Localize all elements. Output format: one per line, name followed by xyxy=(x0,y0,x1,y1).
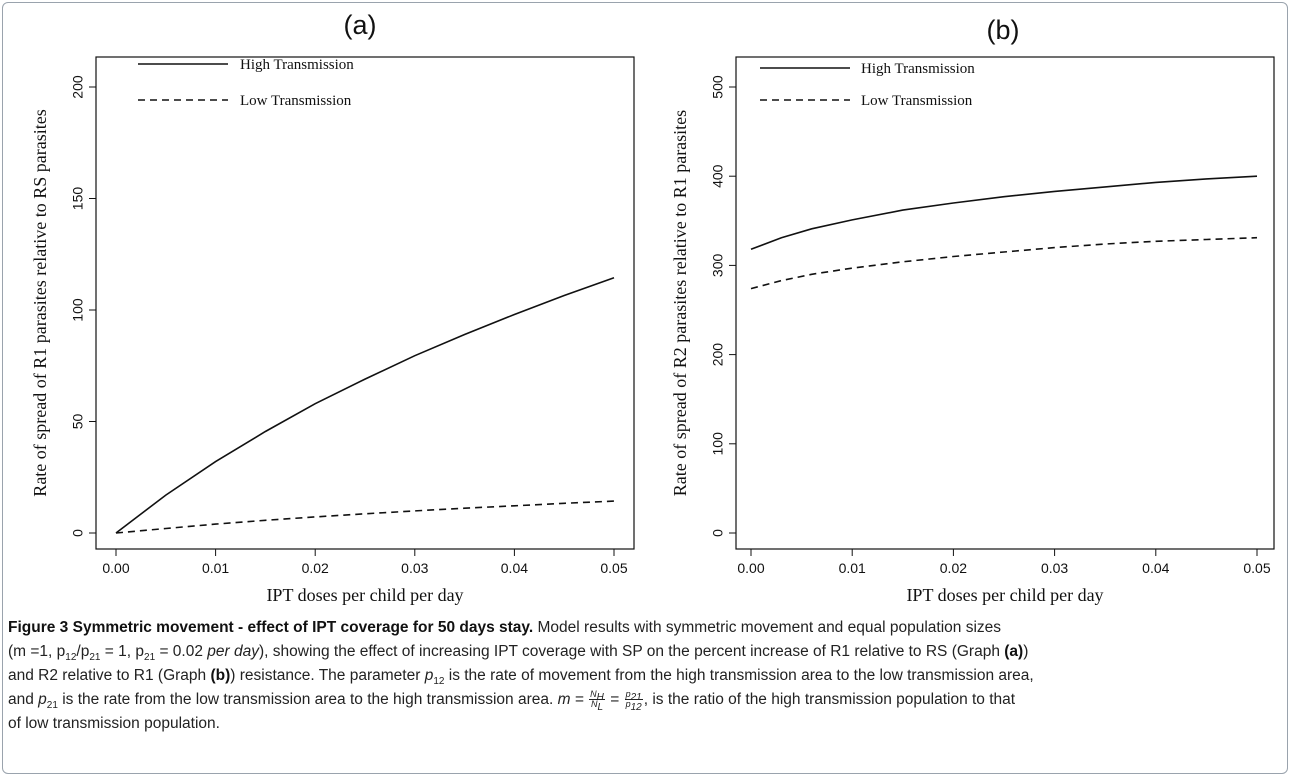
y-tick-label: 100 xyxy=(710,432,726,456)
caption-text: and R2 relative to R1 (Graph xyxy=(8,667,211,684)
caption-line-2: (m =1, p12/p21 = 1, p21 = 0.02 per day),… xyxy=(8,640,1276,664)
frac-num: N xyxy=(590,689,597,700)
caption-line-5: of low transmission population. xyxy=(8,712,1276,736)
x-tick-label: 0.00 xyxy=(102,560,129,576)
x-tick-label: 0.02 xyxy=(302,560,329,576)
plot-area xyxy=(95,56,635,550)
caption-text: of low transmission population. xyxy=(8,715,220,732)
series-line-high-transmission xyxy=(750,175,1258,251)
y-tick-label: 150 xyxy=(70,187,86,211)
caption-fraction-p: p21 p12 xyxy=(624,689,643,713)
x-tick-label: 0.03 xyxy=(1041,560,1068,576)
legend-label: High Transmission xyxy=(240,57,354,73)
legend-label: Low Transmission xyxy=(240,93,352,109)
caption-line-4: and p21 is the rate from the low transmi… xyxy=(8,688,1276,713)
chart-panel-a: (a) 0 50 100 150 200 0.00 0.01 0.02 0.03 0.04 0.05 I… xyxy=(30,10,635,605)
x-tick-label: 0.02 xyxy=(940,560,967,576)
x-tick-label: 0.01 xyxy=(839,560,866,576)
caption-text: = 0.02 xyxy=(155,643,208,660)
caption-label: Figure 3 xyxy=(8,619,69,636)
caption-text: /p xyxy=(76,643,90,660)
legend: High Transmission Low Transmission xyxy=(138,57,354,109)
x-axis-label: IPT doses per child per day xyxy=(906,585,1103,605)
y-axis-label: Rate of spread of R2 parasites relative … xyxy=(670,110,690,496)
figure-plots: (a) 0 50 100 150 200 0.00 0.01 0.02 0.03 0.04 0.05 I… xyxy=(30,10,1275,605)
y-tick-label: 400 xyxy=(710,164,726,188)
frac-den: N xyxy=(591,699,598,710)
panel-label: (a) xyxy=(344,10,377,40)
caption-symbol: p xyxy=(424,667,434,684)
x-tick-label: 0.04 xyxy=(1142,560,1169,576)
series-line-high-transmission xyxy=(115,276,615,534)
y-tick-label: 0 xyxy=(710,529,726,537)
y-tick-label: 200 xyxy=(70,75,86,99)
x-tick-label: 0.04 xyxy=(501,560,528,576)
x-tick-label: 0.05 xyxy=(1243,560,1270,576)
y-tick-label: 100 xyxy=(70,298,86,322)
y-axis-label: Rate of spread of R1 parasites relative … xyxy=(30,109,50,496)
legend-label: High Transmission xyxy=(861,61,975,77)
caption-line-3: and R2 relative to R1 (Graph (b)) resist… xyxy=(8,664,1276,688)
frac-sub: H xyxy=(596,692,604,704)
chart-panel-b: (b) 0 100 200 300 400 500 0.00 0.01 0.02 0.03 0.04 0… xyxy=(670,15,1275,605)
caption-text: ), showing the effect of increasing IPT … xyxy=(258,643,1005,660)
frac-sub: L xyxy=(597,702,604,714)
caption-text: and xyxy=(8,691,39,708)
caption-symbol: m = xyxy=(557,691,589,708)
x-tick-label: 0.01 xyxy=(202,560,229,576)
caption-sub: 21 xyxy=(89,652,101,664)
legend-label: Low Transmission xyxy=(861,93,973,109)
caption-graph-ref: (a) xyxy=(1004,643,1024,660)
caption-sub: 21 xyxy=(46,700,58,712)
frac-den: p xyxy=(625,699,631,710)
caption-text: , xyxy=(643,691,649,708)
caption-text: is the rate of movement from the high tr… xyxy=(444,667,1034,684)
caption-title: Symmetric movement - effect of IPT cover… xyxy=(72,619,534,636)
caption-sub: 12 xyxy=(65,652,77,664)
y-tick-label: 0 xyxy=(70,529,86,537)
figure-caption: Figure 3 Symmetric movement - effect of … xyxy=(8,616,1276,736)
caption-symbol: p xyxy=(38,691,47,708)
legend: High Transmission Low Transmission xyxy=(760,61,975,109)
caption-text: = xyxy=(605,691,624,708)
y-tick-label: 500 xyxy=(710,75,726,99)
x-axis-label: IPT doses per child per day xyxy=(266,585,463,605)
frac-num: p xyxy=(625,689,631,700)
series-line-low-transmission xyxy=(115,500,615,534)
y-tick-label: 50 xyxy=(70,414,86,430)
y-tick-label: 200 xyxy=(710,343,726,367)
caption-graph-ref: (b) xyxy=(210,667,231,684)
caption-sub: 12 xyxy=(433,676,445,688)
frac-sub: 12 xyxy=(630,702,642,714)
y-tick-label: 300 xyxy=(710,254,726,278)
caption-text: is the ratio of the high transmission po… xyxy=(648,691,1016,708)
panel-label: (b) xyxy=(987,15,1020,45)
caption-text: per day xyxy=(207,643,259,660)
x-tick-label: 0.03 xyxy=(401,560,428,576)
plot-area xyxy=(735,56,1275,550)
caption-sub: 21 xyxy=(144,652,156,664)
caption-text: = 1, p xyxy=(100,643,145,660)
caption-text: (m =1, p xyxy=(8,643,66,660)
series-line-low-transmission xyxy=(750,236,1258,290)
caption-text: is the rate from the low transmission ar… xyxy=(57,691,558,708)
frac-sub: 21 xyxy=(630,692,642,704)
x-tick-label: 0.05 xyxy=(600,560,627,576)
caption-fraction-n: NH NL xyxy=(589,689,605,713)
x-tick-label: 0.00 xyxy=(737,560,764,576)
caption-text-1: Model results with symmetric movement an… xyxy=(537,619,1002,636)
caption-text: ) xyxy=(1023,643,1029,660)
caption-text: ) resistance. The parameter xyxy=(230,667,425,684)
caption-line-1: Figure 3 Symmetric movement - effect of … xyxy=(8,616,1276,640)
